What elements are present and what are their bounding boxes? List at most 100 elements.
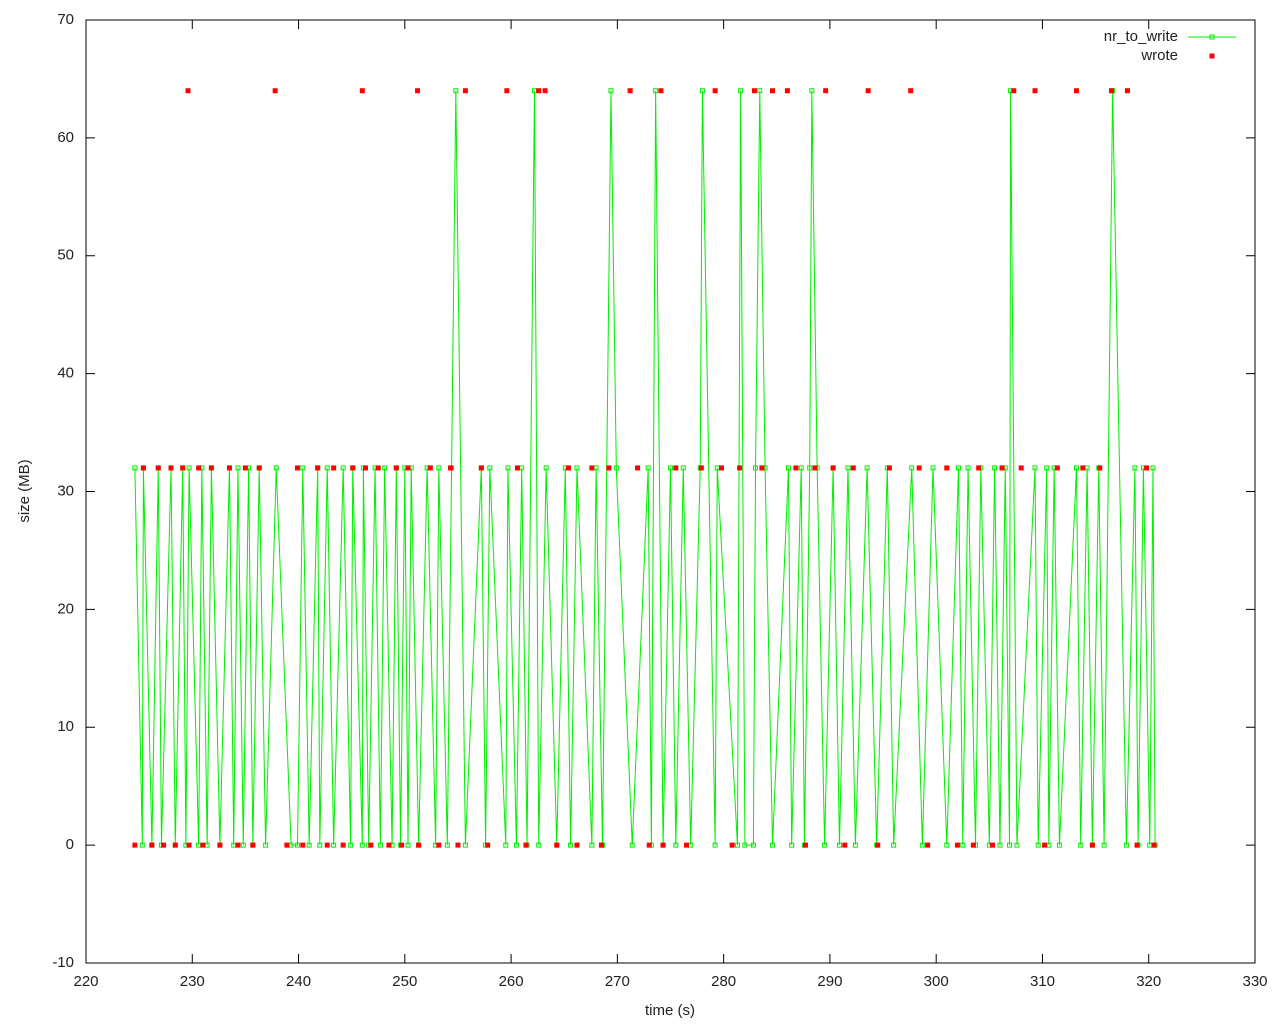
point: [331, 842, 337, 848]
point: [712, 842, 718, 848]
point: [300, 465, 306, 471]
point: [350, 465, 356, 471]
point: [997, 842, 1003, 848]
point: [574, 842, 580, 848]
point: [393, 465, 399, 471]
point: [462, 842, 468, 848]
y-tick-label: -10: [52, 954, 74, 971]
point: [514, 465, 520, 471]
point: [386, 842, 392, 848]
point: [916, 465, 922, 471]
point: [362, 465, 368, 471]
point: [462, 88, 468, 94]
point: [737, 465, 743, 471]
point: [992, 465, 998, 471]
point: [712, 88, 718, 94]
point: [536, 842, 542, 848]
point: [875, 842, 881, 848]
point: [273, 465, 279, 471]
point: [574, 465, 580, 471]
point: [348, 842, 354, 848]
point: [673, 842, 679, 848]
point: [784, 88, 790, 94]
x-tick-label: 220: [73, 973, 98, 990]
point: [235, 842, 241, 848]
point: [850, 465, 856, 471]
y-tick-label: 70: [57, 11, 74, 28]
point: [646, 842, 652, 848]
point: [683, 842, 689, 848]
point: [503, 842, 509, 848]
point: [845, 465, 851, 471]
x-tick-label: 250: [392, 973, 417, 990]
point: [842, 842, 848, 848]
y-tick-label: 20: [57, 600, 74, 617]
point: [919, 842, 925, 848]
point: [168, 465, 174, 471]
point: [256, 465, 262, 471]
x-tick-label: 330: [1242, 973, 1267, 990]
point: [317, 842, 323, 848]
point: [487, 465, 493, 471]
point: [331, 465, 337, 471]
point: [1056, 842, 1062, 848]
point: [1044, 465, 1050, 471]
x-tick-label: 240: [286, 973, 311, 990]
point: [734, 842, 740, 848]
point: [954, 842, 960, 848]
point: [1073, 465, 1079, 471]
point: [822, 842, 828, 848]
point: [1007, 842, 1013, 848]
point: [306, 842, 312, 848]
point: [751, 88, 757, 94]
point: [263, 842, 269, 848]
point: [415, 88, 421, 94]
point: [444, 842, 450, 848]
point: [399, 842, 405, 848]
point: [542, 88, 548, 94]
x-tick-label: 270: [605, 973, 630, 990]
x-tick-label: 230: [180, 973, 205, 990]
x-tick-label: 310: [1030, 973, 1055, 990]
series-line: [134, 90, 1156, 846]
point: [608, 88, 614, 94]
point: [891, 842, 897, 848]
point: [377, 842, 383, 848]
point: [925, 842, 931, 848]
point: [565, 465, 571, 471]
point: [315, 465, 321, 471]
point: [589, 465, 595, 471]
point: [324, 842, 330, 848]
point: [836, 842, 842, 848]
point: [770, 842, 776, 848]
point: [1035, 842, 1041, 848]
point: [186, 842, 192, 848]
point: [908, 88, 914, 94]
point: [598, 842, 604, 848]
point: [382, 465, 388, 471]
point: [635, 465, 641, 471]
point: [960, 842, 966, 848]
point: [294, 842, 300, 848]
point: [1101, 842, 1107, 848]
point: [658, 88, 664, 94]
point: [200, 842, 206, 848]
point: [478, 465, 484, 471]
point: [1011, 88, 1017, 94]
legend-label: wrote: [1140, 47, 1178, 64]
point: [250, 842, 256, 848]
point: [965, 465, 971, 471]
point: [719, 465, 725, 471]
point: [1054, 465, 1060, 471]
y-tick-label: 50: [57, 247, 74, 264]
point: [568, 842, 574, 848]
point: [504, 88, 510, 94]
point: [149, 842, 155, 848]
point: [375, 465, 381, 471]
point: [235, 465, 241, 471]
y-axis-label: size (MB): [16, 459, 33, 522]
point: [886, 465, 892, 471]
point: [660, 842, 666, 848]
y-tick-label: 30: [57, 482, 74, 499]
point: [359, 842, 365, 848]
